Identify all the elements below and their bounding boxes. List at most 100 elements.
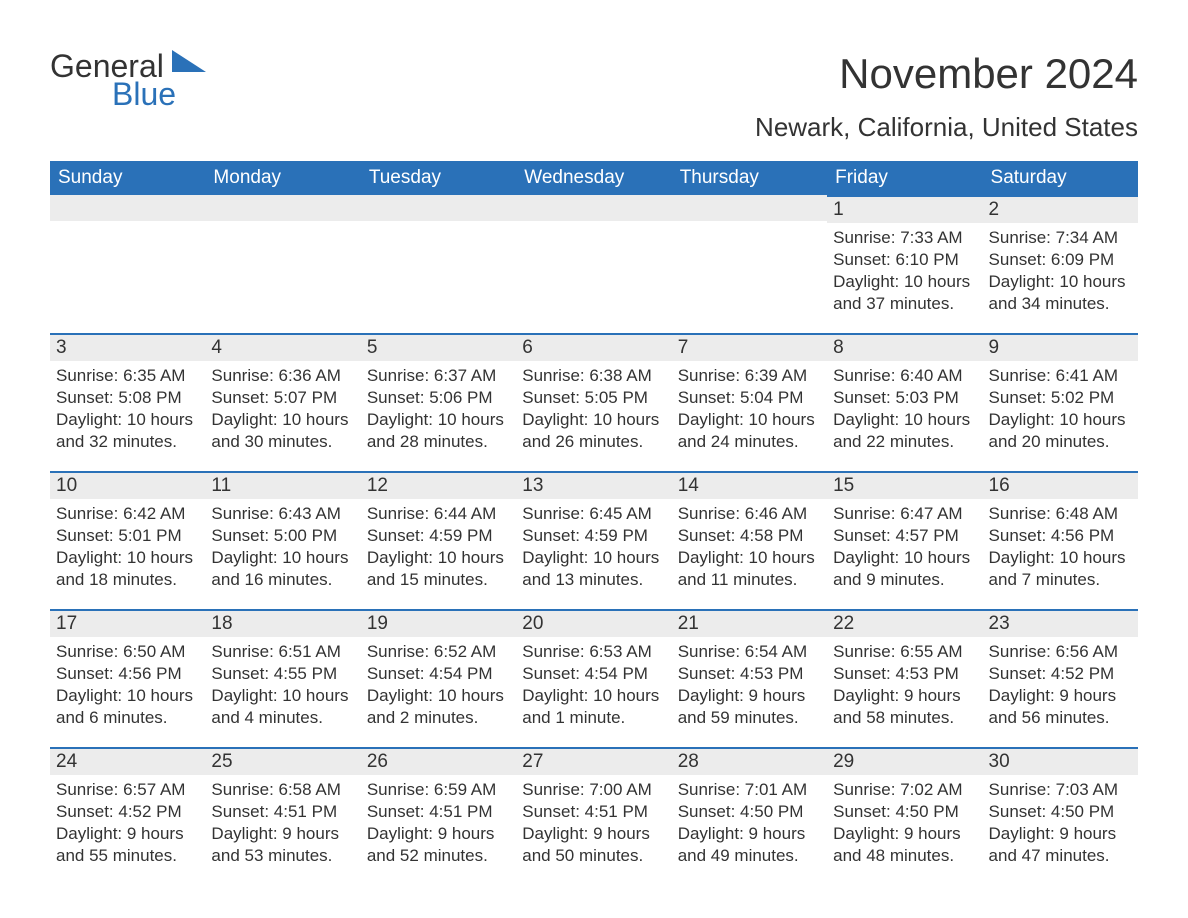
calendar-week-row: 10Sunrise: 6:42 AMSunset: 5:01 PMDayligh… — [50, 471, 1138, 609]
daylight-text: Daylight: 10 hours and 7 minutes. — [989, 547, 1132, 591]
sunrise-text: Sunrise: 6:50 AM — [56, 641, 199, 663]
calendar-cell: 26Sunrise: 6:59 AMSunset: 4:51 PMDayligh… — [361, 747, 516, 885]
daylight-text: Daylight: 9 hours and 49 minutes. — [678, 823, 821, 867]
day-header: Wednesday — [516, 161, 671, 195]
day-body: Sunrise: 6:59 AMSunset: 4:51 PMDaylight:… — [361, 775, 516, 871]
day-number: 13 — [516, 471, 671, 499]
sunrise-text: Sunrise: 6:41 AM — [989, 365, 1132, 387]
sunset-text: Sunset: 4:53 PM — [678, 663, 821, 685]
calendar-cell: 30Sunrise: 7:03 AMSunset: 4:50 PMDayligh… — [983, 747, 1138, 885]
day-body: Sunrise: 6:45 AMSunset: 4:59 PMDaylight:… — [516, 499, 671, 595]
logo-word2: Blue — [112, 78, 206, 110]
calendar-cell — [516, 195, 671, 333]
calendar-cell: 1Sunrise: 7:33 AMSunset: 6:10 PMDaylight… — [827, 195, 982, 333]
day-body: Sunrise: 6:57 AMSunset: 4:52 PMDaylight:… — [50, 775, 205, 871]
day-body: Sunrise: 6:41 AMSunset: 5:02 PMDaylight:… — [983, 361, 1138, 457]
day-body: Sunrise: 6:37 AMSunset: 5:06 PMDaylight:… — [361, 361, 516, 457]
day-number: 6 — [516, 333, 671, 361]
sunset-text: Sunset: 5:07 PM — [211, 387, 354, 409]
sunset-text: Sunset: 5:08 PM — [56, 387, 199, 409]
calendar-cell: 14Sunrise: 6:46 AMSunset: 4:58 PMDayligh… — [672, 471, 827, 609]
day-number: 1 — [827, 195, 982, 223]
daylight-text: Daylight: 10 hours and 28 minutes. — [367, 409, 510, 453]
title-block: November 2024 Newark, California, United… — [755, 50, 1138, 153]
daylight-text: Daylight: 9 hours and 47 minutes. — [989, 823, 1132, 867]
calendar-cell: 5Sunrise: 6:37 AMSunset: 5:06 PMDaylight… — [361, 333, 516, 471]
daylight-text: Daylight: 10 hours and 22 minutes. — [833, 409, 976, 453]
sunset-text: Sunset: 4:59 PM — [367, 525, 510, 547]
sunrise-text: Sunrise: 7:03 AM — [989, 779, 1132, 801]
calendar-cell — [361, 195, 516, 333]
page-header: General Blue November 2024 Newark, Calif… — [50, 50, 1138, 153]
calendar-cell — [50, 195, 205, 333]
calendar-cell: 22Sunrise: 6:55 AMSunset: 4:53 PMDayligh… — [827, 609, 982, 747]
sunrise-text: Sunrise: 6:45 AM — [522, 503, 665, 525]
sunset-text: Sunset: 5:02 PM — [989, 387, 1132, 409]
daylight-text: Daylight: 10 hours and 30 minutes. — [211, 409, 354, 453]
sunrise-text: Sunrise: 6:42 AM — [56, 503, 199, 525]
sunrise-text: Sunrise: 6:43 AM — [211, 503, 354, 525]
empty-day-number — [205, 195, 360, 221]
day-body: Sunrise: 7:01 AMSunset: 4:50 PMDaylight:… — [672, 775, 827, 871]
calendar-cell — [672, 195, 827, 333]
sunrise-text: Sunrise: 6:44 AM — [367, 503, 510, 525]
day-body: Sunrise: 7:33 AMSunset: 6:10 PMDaylight:… — [827, 223, 982, 319]
day-number: 20 — [516, 609, 671, 637]
sunset-text: Sunset: 4:57 PM — [833, 525, 976, 547]
sunrise-text: Sunrise: 6:54 AM — [678, 641, 821, 663]
month-title: November 2024 — [755, 50, 1138, 98]
day-body: Sunrise: 7:34 AMSunset: 6:09 PMDaylight:… — [983, 223, 1138, 319]
sunrise-text: Sunrise: 6:56 AM — [989, 641, 1132, 663]
empty-day-number — [50, 195, 205, 221]
day-header: Tuesday — [361, 161, 516, 195]
day-body: Sunrise: 7:00 AMSunset: 4:51 PMDaylight:… — [516, 775, 671, 871]
day-number: 14 — [672, 471, 827, 499]
sunset-text: Sunset: 5:03 PM — [833, 387, 976, 409]
calendar-table: SundayMondayTuesdayWednesdayThursdayFrid… — [50, 161, 1138, 885]
sunrise-text: Sunrise: 6:37 AM — [367, 365, 510, 387]
day-body: Sunrise: 6:44 AMSunset: 4:59 PMDaylight:… — [361, 499, 516, 595]
calendar-cell: 6Sunrise: 6:38 AMSunset: 5:05 PMDaylight… — [516, 333, 671, 471]
day-number: 15 — [827, 471, 982, 499]
sunset-text: Sunset: 4:54 PM — [522, 663, 665, 685]
sunrise-text: Sunrise: 6:59 AM — [367, 779, 510, 801]
day-number: 22 — [827, 609, 982, 637]
day-number: 18 — [205, 609, 360, 637]
sunset-text: Sunset: 4:51 PM — [522, 801, 665, 823]
day-body: Sunrise: 6:43 AMSunset: 5:00 PMDaylight:… — [205, 499, 360, 595]
day-body: Sunrise: 6:42 AMSunset: 5:01 PMDaylight:… — [50, 499, 205, 595]
sunset-text: Sunset: 4:58 PM — [678, 525, 821, 547]
day-number: 4 — [205, 333, 360, 361]
daylight-text: Daylight: 9 hours and 58 minutes. — [833, 685, 976, 729]
sunrise-text: Sunrise: 6:40 AM — [833, 365, 976, 387]
sunset-text: Sunset: 4:59 PM — [522, 525, 665, 547]
daylight-text: Daylight: 9 hours and 52 minutes. — [367, 823, 510, 867]
calendar-cell: 27Sunrise: 7:00 AMSunset: 4:51 PMDayligh… — [516, 747, 671, 885]
sunrise-text: Sunrise: 6:48 AM — [989, 503, 1132, 525]
sunrise-text: Sunrise: 7:02 AM — [833, 779, 976, 801]
day-number: 23 — [983, 609, 1138, 637]
day-number: 25 — [205, 747, 360, 775]
calendar-cell: 13Sunrise: 6:45 AMSunset: 4:59 PMDayligh… — [516, 471, 671, 609]
day-number: 27 — [516, 747, 671, 775]
day-number: 28 — [672, 747, 827, 775]
day-body: Sunrise: 6:54 AMSunset: 4:53 PMDaylight:… — [672, 637, 827, 733]
sunset-text: Sunset: 4:50 PM — [833, 801, 976, 823]
calendar-cell: 17Sunrise: 6:50 AMSunset: 4:56 PMDayligh… — [50, 609, 205, 747]
day-body: Sunrise: 6:55 AMSunset: 4:53 PMDaylight:… — [827, 637, 982, 733]
daylight-text: Daylight: 10 hours and 34 minutes. — [989, 271, 1132, 315]
calendar-cell: 11Sunrise: 6:43 AMSunset: 5:00 PMDayligh… — [205, 471, 360, 609]
day-body: Sunrise: 6:52 AMSunset: 4:54 PMDaylight:… — [361, 637, 516, 733]
calendar-cell: 4Sunrise: 6:36 AMSunset: 5:07 PMDaylight… — [205, 333, 360, 471]
day-number: 19 — [361, 609, 516, 637]
sunset-text: Sunset: 6:10 PM — [833, 249, 976, 271]
daylight-text: Daylight: 10 hours and 24 minutes. — [678, 409, 821, 453]
sunrise-text: Sunrise: 7:34 AM — [989, 227, 1132, 249]
calendar-cell: 24Sunrise: 6:57 AMSunset: 4:52 PMDayligh… — [50, 747, 205, 885]
sunset-text: Sunset: 4:53 PM — [833, 663, 976, 685]
day-number: 21 — [672, 609, 827, 637]
daylight-text: Daylight: 9 hours and 55 minutes. — [56, 823, 199, 867]
day-number: 30 — [983, 747, 1138, 775]
calendar-cell: 18Sunrise: 6:51 AMSunset: 4:55 PMDayligh… — [205, 609, 360, 747]
daylight-text: Daylight: 10 hours and 37 minutes. — [833, 271, 976, 315]
